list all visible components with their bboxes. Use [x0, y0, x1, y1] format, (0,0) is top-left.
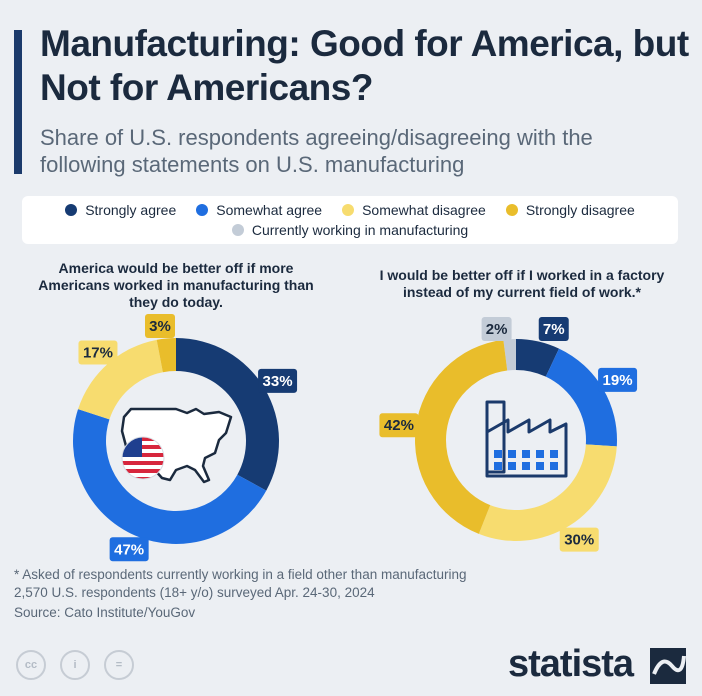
donut-charts: 33% 47% 17% 3% 2% 7% 19% 30% 42% — [72, 314, 638, 562]
legend-item: Strongly agree — [65, 202, 176, 218]
chart-subtitle: Share of U.S. respondents agreeing/disag… — [40, 125, 593, 177]
attribution-icon[interactable]: i — [60, 650, 90, 680]
data-label-box — [379, 413, 419, 438]
legend-dot-icon — [231, 224, 244, 236]
chart-1-donut — [72, 338, 279, 544]
data-label-box — [145, 314, 175, 338]
data-label: 33% — [263, 373, 293, 390]
title-accent-bar — [14, 30, 22, 174]
donut-slice-strongly-agree — [176, 338, 279, 491]
data-label: 30% — [564, 532, 594, 549]
data-label-box — [109, 537, 149, 562]
footnote-sample: 2,570 U.S. respondents (18+ y/o) surveye… — [14, 585, 375, 600]
legend-dot-icon — [196, 204, 209, 216]
legend-item: Strongly disagree — [505, 202, 635, 218]
usa-map-icon — [120, 407, 233, 484]
legend-dot-icon — [505, 204, 518, 216]
footnote-note: * Asked of respondents currently working… — [14, 567, 467, 582]
us-flag-icon — [122, 437, 164, 479]
legend-dot-icon — [342, 204, 355, 216]
donut-slice-somewhat-disagree — [478, 444, 617, 541]
legend-label: Currently working in manufacturing — [251, 222, 469, 238]
data-label: 42% — [384, 417, 414, 434]
chart-title: Manufacturing: Good for America, but Not… — [40, 23, 689, 108]
data-label-box — [78, 340, 118, 365]
footnote-source: Source: Cato Institute/YouGov — [14, 605, 196, 620]
factory-icon — [485, 400, 568, 478]
donut-slice-somewhat-disagree — [78, 339, 163, 420]
legend-item: Somewhat disagree — [342, 202, 486, 218]
legend-item: Currently working in manufacturing — [231, 222, 469, 238]
cc-license-icon[interactable]: cc — [16, 650, 46, 680]
data-label: 19% — [603, 372, 633, 389]
data-label: 3% — [149, 318, 171, 335]
data-label-box — [538, 317, 569, 341]
data-label: 7% — [543, 321, 565, 338]
legend-label: Somewhat agree — [216, 202, 323, 218]
legend-item: Somewhat agree — [196, 202, 322, 218]
legend: Strongly agree Somewhat agree Somewhat dis… — [22, 196, 678, 244]
donut-slice-strongly-disagree — [156, 338, 176, 373]
data-label: 17% — [83, 344, 113, 361]
donut-slice-somewhat-agree — [72, 409, 267, 544]
legend-label: Strongly disagree — [525, 202, 635, 218]
legend-dot-icon — [65, 204, 78, 216]
donut-slice-currently-working-in-manufacturing — [503, 339, 516, 371]
chart-2-title: I would be better off if I worked in a f… — [379, 267, 665, 300]
factory-windows — [494, 450, 558, 470]
donut-slice-strongly-disagree — [415, 339, 508, 534]
data-label-box — [598, 367, 638, 392]
statista-logo[interactable]: statista — [508, 643, 634, 685]
legend-label: Somewhat disagree — [362, 202, 486, 218]
donut-slice-strongly-agree — [516, 339, 560, 377]
chart-1-title: America would be better off if more Amer… — [38, 260, 314, 310]
chart-2-donut — [415, 339, 618, 541]
data-label: 47% — [114, 541, 144, 558]
donut-slice-somewhat-agree — [545, 348, 618, 447]
legend-label: Strongly agree — [85, 202, 177, 218]
data-label: 2% — [486, 321, 508, 338]
data-label-box — [559, 527, 599, 552]
statista-mark-icon — [650, 648, 686, 684]
data-label-box — [481, 317, 512, 341]
data-label-box — [258, 368, 298, 393]
no-derivatives-icon[interactable]: = — [104, 650, 134, 680]
